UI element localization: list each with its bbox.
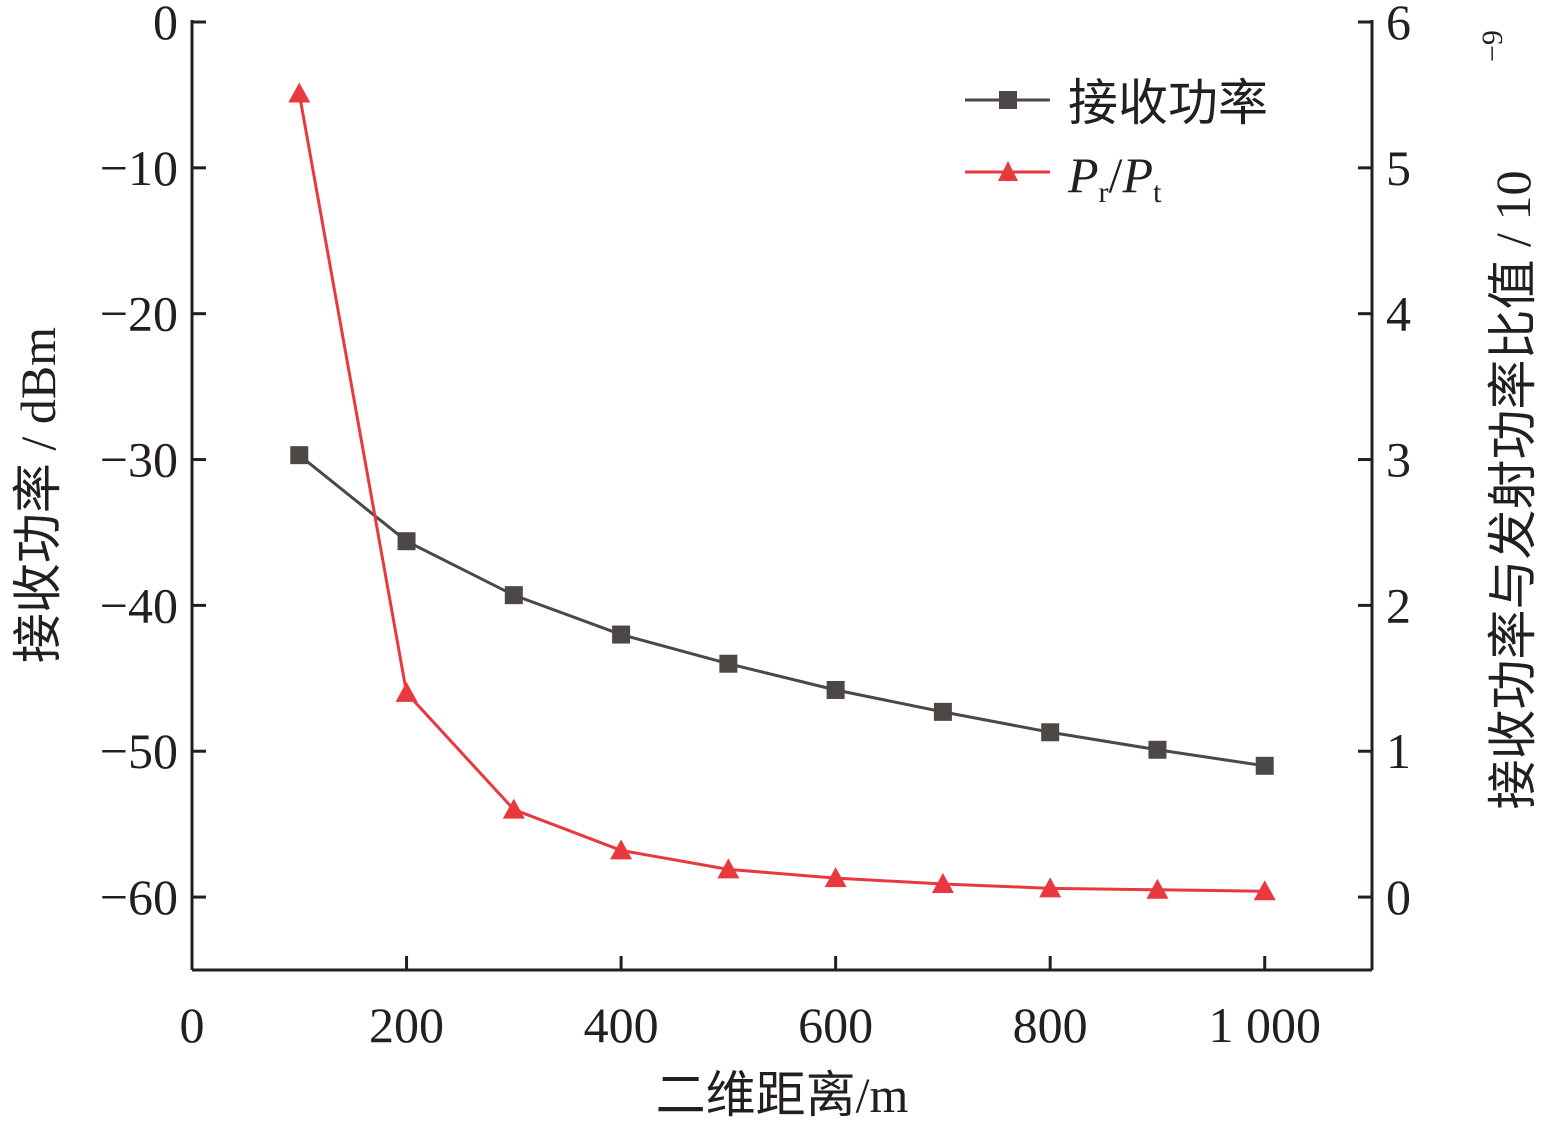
data-point-triangle [1146, 878, 1169, 899]
y-tick-label: −10 [100, 140, 178, 196]
ticks: 0 200 400 600 800 1 000 0 −10 −20 −30 −40 −50 −60 0 1 2… [100, 0, 1411, 1053]
legend-ratio-p2: P [1121, 147, 1153, 203]
y-axis-label: 接收功率 / dBm [10, 327, 66, 663]
legend-ratio-sub-t: t [1153, 176, 1162, 209]
data-point-triangle [1253, 880, 1276, 901]
data-point-square [1148, 740, 1167, 759]
y-tick-label: −30 [100, 432, 178, 488]
data-point-triangle [610, 839, 633, 860]
x-tick-label: 1 000 [1208, 997, 1321, 1053]
data-point-square [612, 625, 631, 644]
x-axis-label: 二维距离/m [656, 1067, 909, 1123]
data-point-square [826, 680, 845, 699]
y2-tick-label: 2 [1386, 577, 1411, 633]
y2-tick-label: 6 [1386, 0, 1411, 50]
y2-tick-label: 3 [1386, 432, 1411, 488]
x-tick-label: 200 [369, 997, 444, 1053]
legend-ratio-slash: / [1109, 147, 1123, 203]
y2-tick-label: 0 [1386, 869, 1411, 925]
y-tick-label: −50 [100, 723, 178, 779]
axes [190, 20, 1374, 972]
y-tick-label: −60 [100, 869, 178, 925]
y-tick-label: −20 [100, 286, 178, 342]
data-point-square [290, 446, 309, 465]
x-tick-label: 800 [1013, 997, 1088, 1053]
data-point-triangle [1039, 877, 1062, 898]
x-tick-label: 400 [584, 997, 659, 1053]
data-point-triangle [717, 858, 740, 879]
data-point-triangle [395, 681, 418, 702]
data-point-square [719, 654, 738, 673]
legend: 接收功率 Pr/Pt [965, 75, 1268, 209]
series-line-received-power [298, 453, 1265, 768]
series [288, 82, 1276, 901]
data-point-triangle [288, 82, 311, 103]
data-point-triangle [502, 798, 525, 819]
data-point-square [933, 702, 952, 721]
y2-tick-label: 5 [1386, 140, 1411, 196]
y2-axis-label: 接收功率与发射功率比值 / 10 [1485, 171, 1541, 810]
series-line-ratio [297, 93, 1265, 893]
x-tick-label: 600 [798, 997, 873, 1053]
legend-label-ratio: Pr/Pt [1067, 147, 1162, 209]
data-point-square [504, 586, 523, 605]
data-point-triangle [824, 867, 847, 888]
legend-marker-square [999, 91, 1017, 109]
y-tick-label: 0 [153, 0, 178, 50]
x-tick-label: 0 [180, 997, 205, 1053]
y2-tick-label: 4 [1386, 286, 1411, 342]
data-point-square [1255, 756, 1274, 775]
legend-ratio-p1: P [1067, 147, 1099, 203]
y-tick-label: −40 [100, 577, 178, 633]
y2-tick-label: 1 [1386, 723, 1411, 779]
data-point-triangle [931, 872, 954, 893]
y2-axis-label-exponent: −9 [1476, 30, 1509, 62]
legend-marker-triangle [998, 161, 1018, 181]
legend-label-received-power: 接收功率 [1068, 75, 1268, 131]
data-point-square [397, 532, 416, 551]
legend-ratio-sub-r: r [1099, 176, 1109, 209]
data-point-square [1041, 723, 1060, 742]
